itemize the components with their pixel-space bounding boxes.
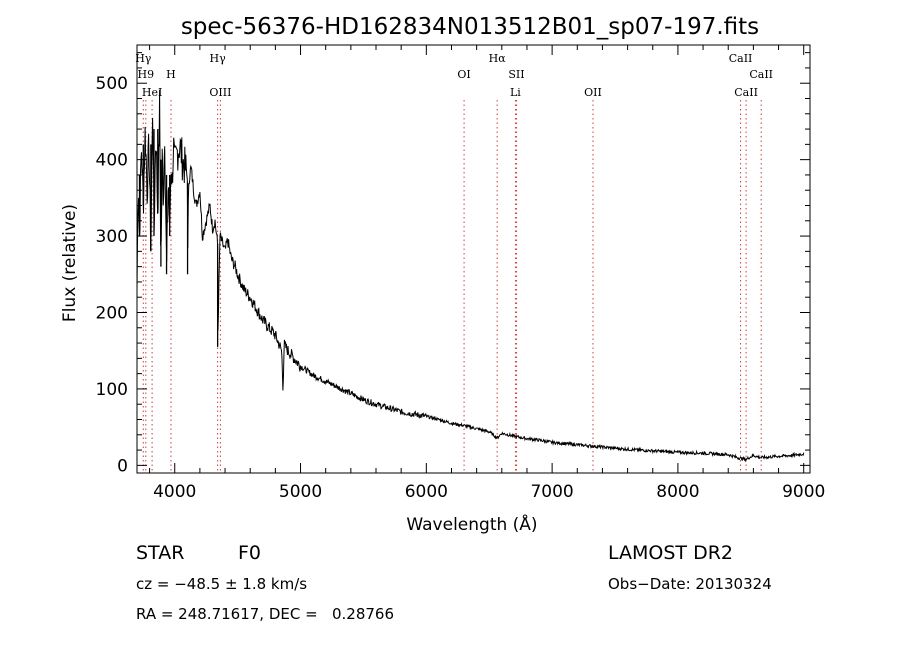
coordinates: RA = 248.71617, DEC = 0.28766 bbox=[136, 605, 395, 623]
spectral-line-label: SII bbox=[508, 68, 524, 81]
spectral-line-label: HeI bbox=[142, 86, 162, 99]
spectral-line-label: H bbox=[166, 68, 176, 81]
spectral-line-label: Hα bbox=[489, 52, 507, 65]
survey-name: LAMOST DR2 bbox=[608, 542, 733, 564]
spectral-line-label: OI bbox=[457, 68, 470, 81]
spectral-line-label: H9 bbox=[138, 68, 155, 81]
y-tick-label: 0 bbox=[117, 456, 128, 476]
spectral-line-label: Hγ bbox=[210, 52, 227, 65]
spectral-line-label: Hγ bbox=[135, 52, 152, 65]
spectral-line-label: OII bbox=[584, 86, 602, 99]
y-tick-label: 100 bbox=[96, 380, 128, 400]
x-tick-label: 7000 bbox=[530, 482, 573, 502]
x-tick-label: 6000 bbox=[405, 482, 448, 502]
y-tick-label: 200 bbox=[96, 304, 128, 324]
x-tick-label: 4000 bbox=[153, 482, 196, 502]
redshift-cz: cz = −48.5 ± 1.8 km/s bbox=[136, 575, 308, 593]
y-tick-label: 400 bbox=[96, 151, 128, 171]
spectral-line-label: Li bbox=[510, 86, 521, 99]
object-class: STAR bbox=[136, 542, 185, 564]
spectral-line-label: CaII bbox=[749, 68, 773, 81]
plot-frame bbox=[136, 44, 811, 474]
spectral-line-label: CaII bbox=[734, 86, 758, 99]
x-tick-label: 9000 bbox=[782, 482, 825, 502]
object-subclass: F0 bbox=[238, 542, 262, 564]
obs-date: Obs−Date: 20130324 bbox=[608, 575, 772, 593]
chart-title: spec-56376-HD162834N013512B01_sp07-197.f… bbox=[181, 14, 759, 40]
x-axis-label: Wavelength (Å) bbox=[406, 513, 537, 535]
y-tick-label: 300 bbox=[96, 227, 128, 247]
y-tick-label: 500 bbox=[96, 74, 128, 94]
spectrum-trace bbox=[136, 89, 805, 463]
y-axis-label: Flux (relative) bbox=[60, 204, 80, 322]
spectral-line-label: OIII bbox=[209, 86, 231, 99]
x-tick-label: 5000 bbox=[279, 482, 322, 502]
spectral-line-label: CaII bbox=[729, 52, 753, 65]
x-tick-label: 8000 bbox=[656, 482, 699, 502]
